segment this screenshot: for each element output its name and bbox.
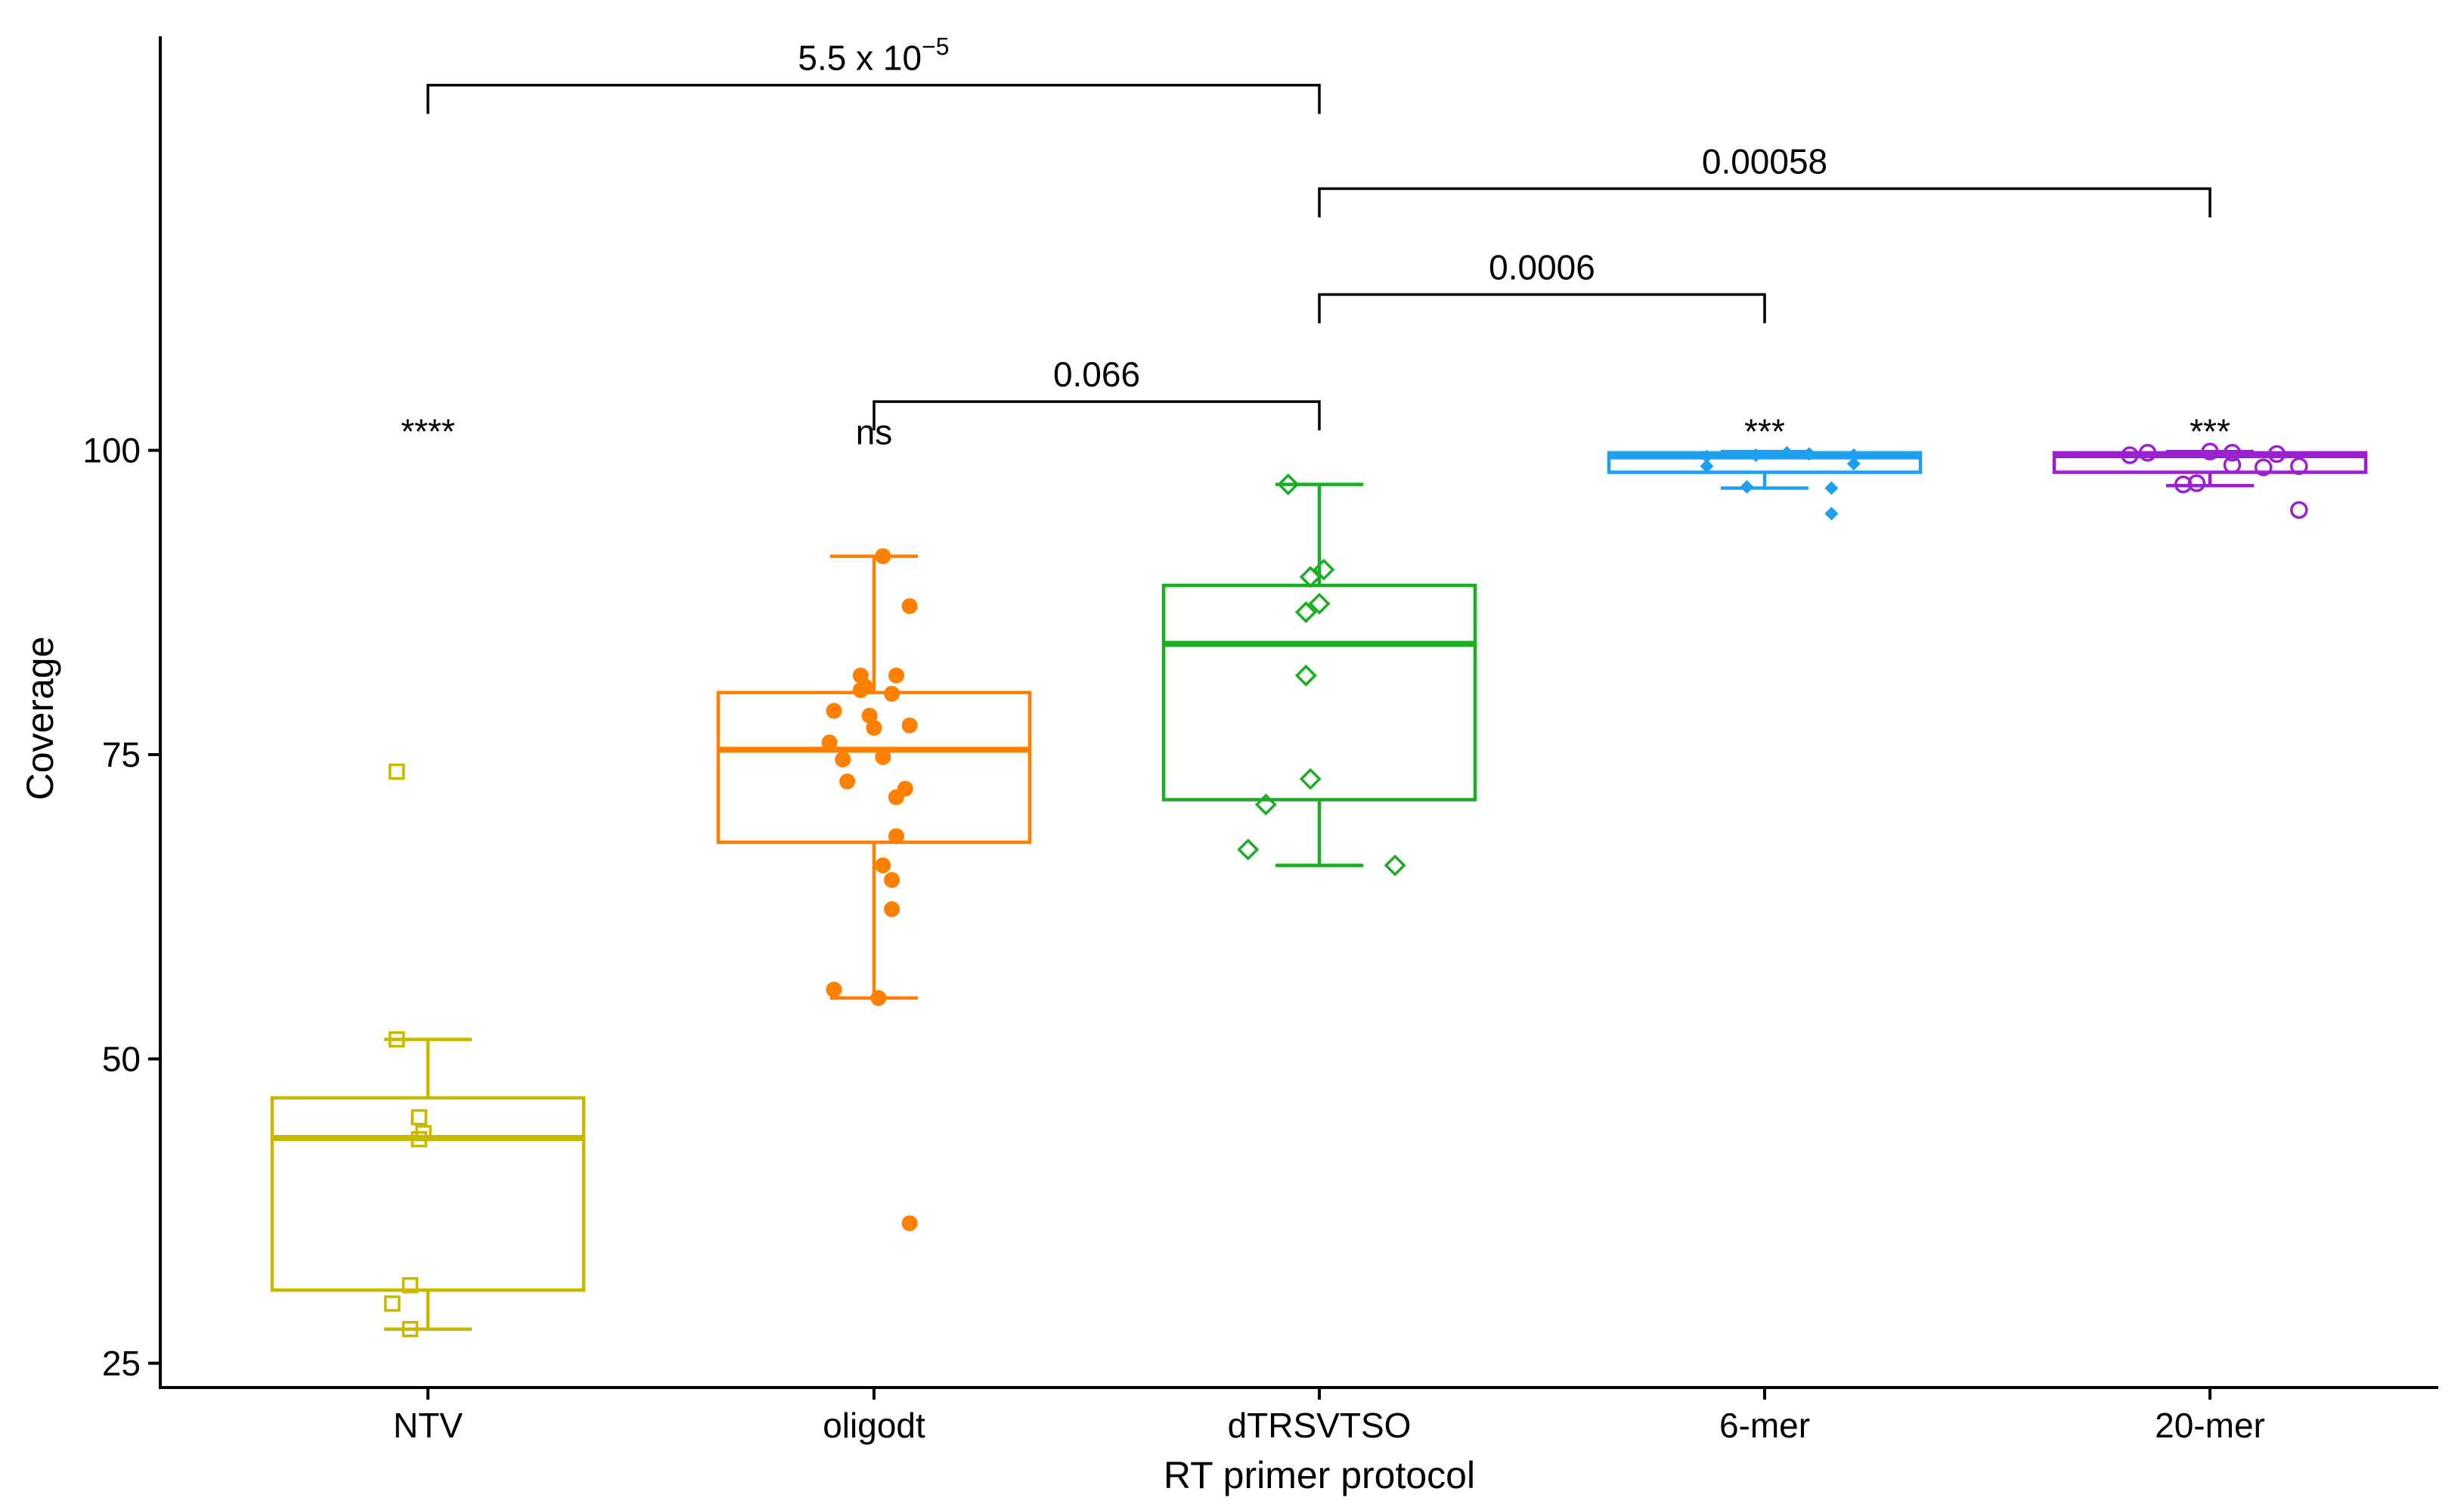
data-point: [2254, 458, 2273, 476]
data-point: [1749, 448, 1763, 463]
significance-label: ***: [2190, 412, 2230, 451]
y-tick-label: 25: [102, 1344, 141, 1383]
x-axis-title: RT primer protocol: [1164, 1454, 1475, 1496]
data-point: [1294, 664, 1317, 687]
data-point: [2223, 456, 2242, 474]
data-point: [1384, 854, 1406, 876]
data-point: [389, 763, 405, 780]
box-iqr: [270, 1096, 586, 1292]
data-point: [852, 682, 869, 699]
comparison-bracket: [1318, 187, 2211, 218]
data-point: [1824, 507, 1839, 521]
data-point: [2187, 474, 2206, 492]
data-point: [861, 707, 878, 724]
x-tick-label: 6-mer: [1719, 1406, 1810, 1445]
data-point: [901, 717, 918, 733]
data-point: [1294, 601, 1317, 624]
data-point: [1700, 449, 1714, 464]
significance-label: ns: [856, 413, 893, 452]
data-point: [884, 686, 900, 702]
data-point: [1313, 558, 1335, 581]
data-point: [2223, 444, 2242, 462]
data-point: [888, 828, 904, 845]
data-point: [826, 981, 842, 998]
significance-labels: **** ns *** ***: [401, 412, 2230, 452]
comparison-label: 0.066: [1053, 355, 1140, 394]
data-point: [1802, 447, 1816, 461]
x-tick-label: dTRSVTSO: [1228, 1406, 1412, 1445]
data-point: [884, 901, 900, 917]
comparison-label: 5.5 x 10−5: [798, 33, 949, 78]
data-point: [821, 734, 838, 751]
box-iqr: [1161, 583, 1477, 802]
axes: 25 50 75 100 NTV oligodt dTRSVTSO 6-mer 20-mer: [82, 36, 2438, 1445]
comparison-label: 0.00058: [1702, 141, 1827, 181]
x-tick-label: oligodt: [823, 1406, 925, 1445]
data-point: [1237, 839, 1260, 861]
significance-label: ****: [401, 412, 455, 451]
data-point: [1740, 479, 1754, 494]
data-point: [411, 1130, 427, 1148]
data-point: [875, 857, 891, 873]
data-point: [401, 1277, 419, 1294]
data-point: [870, 990, 887, 1006]
data-point: [401, 1320, 419, 1338]
data-point: [2174, 475, 2193, 494]
data-point: [888, 789, 904, 805]
data-point: [1254, 793, 1277, 816]
data-point: [2267, 445, 2286, 464]
y-tick-label: 50: [102, 1039, 141, 1078]
data-point: [384, 1295, 401, 1312]
data-point: [2138, 444, 2157, 462]
data-point: [839, 773, 856, 789]
data-point: [884, 872, 900, 888]
data-point: [875, 548, 891, 565]
data-point: [1780, 445, 1794, 460]
data-point: [1299, 767, 1322, 790]
data-point: [2201, 442, 2219, 460]
data-point: [1299, 566, 1322, 588]
comparison-brackets: 5.5 x 10−5 0.00058 0.0006 0.066: [426, 33, 2211, 431]
significance-label: ***: [1744, 412, 1785, 451]
data-point: [411, 1109, 427, 1126]
data-point: [1824, 481, 1839, 495]
box-plots: [270, 449, 2368, 1331]
comparison-label-exponent: −5: [922, 33, 949, 60]
data-point: [866, 720, 882, 736]
data-point: [888, 667, 904, 684]
data-point: [1277, 473, 1300, 496]
data-point: [826, 702, 842, 719]
data-point: [2121, 446, 2139, 464]
comparison-bracket: [1318, 293, 1766, 324]
y-tick-label: 100: [82, 431, 141, 470]
comparison-bracket: [426, 83, 1321, 114]
data-point: [1846, 448, 1861, 463]
data-points: [384, 442, 2308, 1338]
y-tick-label: 75: [102, 735, 141, 774]
comparison-bracket: [872, 400, 1321, 431]
data-point: [2290, 457, 2308, 476]
data-point: [389, 1031, 405, 1048]
data-point: [835, 751, 851, 767]
data-point: [2290, 501, 2308, 519]
y-axis-title: Coverage: [19, 637, 61, 801]
comparison-label: 0.0006: [1489, 248, 1595, 287]
x-tick-label: 20-mer: [2155, 1406, 2265, 1445]
data-point: [1846, 457, 1861, 471]
data-point: [901, 598, 918, 615]
data-point: [901, 1215, 918, 1232]
data-point: [1700, 459, 1714, 473]
x-tick-label: NTV: [393, 1406, 463, 1445]
data-point: [1308, 592, 1331, 615]
data-point: [875, 749, 891, 765]
